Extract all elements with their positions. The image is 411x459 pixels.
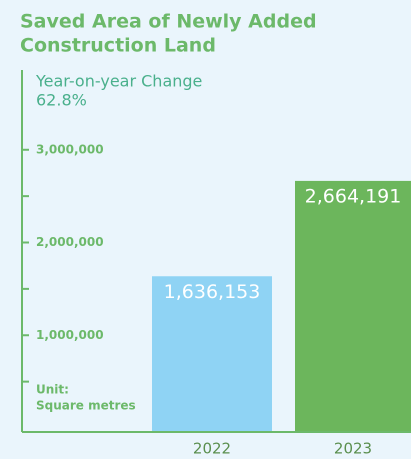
y-tick-label: 2,000,000 [36, 235, 104, 249]
unit-label: Unit: [36, 383, 69, 397]
chart-title: Construction Land [20, 35, 216, 57]
value-label: 2,664,191 [305, 185, 402, 207]
annotation: 62.8% [36, 91, 87, 110]
x-tick-label: 2023 [334, 440, 372, 458]
annotation: Year-on-year Change [35, 72, 202, 91]
bar [152, 276, 272, 432]
y-tick-label: 1,000,000 [36, 328, 104, 342]
bar [295, 180, 411, 432]
x-tick-label: 2022 [193, 440, 231, 458]
chart-title: Saved Area of Newly Added [20, 11, 317, 33]
value-label: 1,636,153 [164, 281, 261, 303]
unit-label: Square metres [36, 399, 136, 413]
y-tick-label: 3,000,000 [36, 142, 104, 156]
